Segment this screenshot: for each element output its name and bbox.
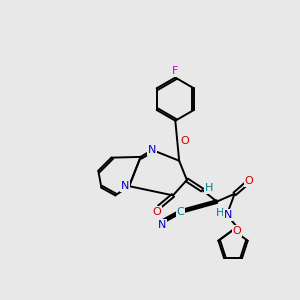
Text: F: F [172, 66, 178, 76]
Text: N: N [121, 181, 129, 191]
Text: N: N [158, 220, 166, 230]
Text: H: H [216, 208, 224, 218]
Text: O: O [245, 176, 254, 186]
Text: N: N [148, 145, 156, 155]
Text: O: O [232, 226, 241, 236]
Text: N: N [224, 210, 232, 220]
Text: C: C [177, 207, 184, 217]
Text: O: O [181, 136, 189, 146]
Text: H: H [205, 183, 213, 193]
Text: O: O [152, 207, 161, 217]
